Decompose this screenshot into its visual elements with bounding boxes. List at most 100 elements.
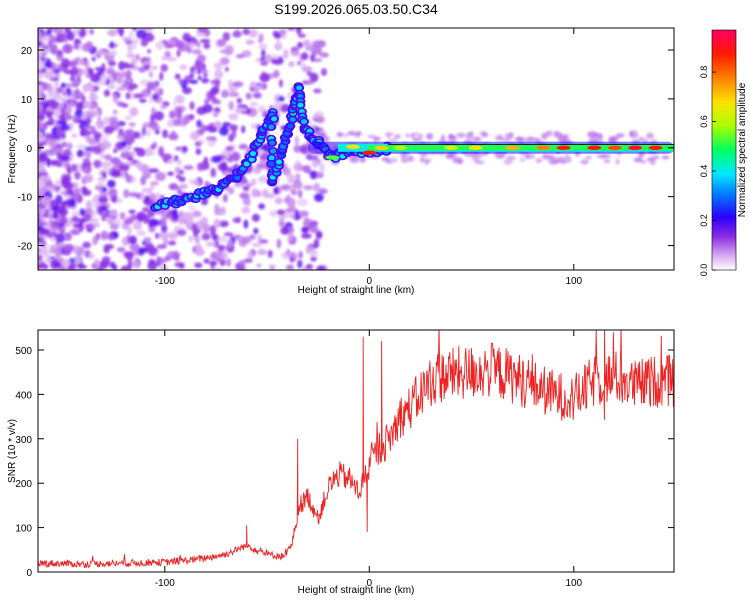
spectrogram-noise-blob (50, 227, 59, 233)
spectrogram-noise-blob (140, 39, 148, 47)
spectrogram-noise-blob (38, 114, 46, 121)
spectrogram-noise-blob (202, 223, 211, 234)
spectrogram-noise-blob (232, 217, 241, 224)
spectrogram-noise-blob (38, 160, 42, 171)
spectrogram-noise-blob (227, 186, 235, 195)
spectrogram-noise-blob (38, 121, 41, 129)
spectrogram-x-tick-label: -100 (155, 276, 175, 287)
spectrogram-noise-blob (245, 39, 255, 45)
spectrogram-noise-blob (304, 45, 316, 52)
spectrogram-noise-blob (228, 133, 235, 142)
spectrogram-noise-blob (426, 132, 434, 140)
spectrogram-noise-blob (181, 145, 188, 153)
spectrogram-noise-blob (220, 250, 228, 260)
spectrogram-noise-blob (146, 34, 155, 42)
spectrogram-noise-blob (412, 137, 422, 142)
spectrogram-noise-blob (251, 166, 262, 175)
spectrogram-noise-blob (204, 180, 209, 187)
spectrogram-noise-blob (284, 211, 290, 218)
spectrogram-noise-blob (165, 213, 172, 219)
spectrogram-noise-blob (232, 81, 244, 88)
spectrogram-noise-blob (158, 88, 164, 97)
snr-x-label: Height of straight line (km) (298, 585, 415, 596)
spectrogram-noise-blob (38, 72, 44, 80)
spectrogram-noise-blob (112, 109, 118, 115)
spectrogram-noise-blob (112, 264, 118, 270)
spectrogram-noise-blob (228, 91, 240, 97)
colorbar-ticks: 0.0 0.2 0.4 0.6 0.8 (699, 66, 716, 276)
spectrogram-noise-blob (56, 49, 64, 58)
spectrogram-noise-blob (192, 210, 202, 218)
spectrogram-noise-blob (116, 86, 127, 92)
spectrogram-noise-blob (85, 60, 90, 70)
spectrogram-noise-blob (92, 235, 98, 246)
spectrogram-noise-blob (122, 251, 134, 258)
spectrogram-noise-blob (203, 156, 209, 165)
spectrogram-noise-blob (248, 29, 258, 38)
spectrogram-noise-blob (203, 42, 211, 49)
spectrogram-noise-blob (241, 206, 251, 214)
spectrogram-noise-blob (166, 56, 178, 62)
spectrogram-y-tick-label: 10 (21, 95, 33, 106)
spectrogram-noise-blob (259, 239, 269, 244)
spectrogram-noise-blob (565, 157, 572, 163)
spectrogram-noise-blob (189, 42, 195, 50)
spectrogram-noise-blob (210, 252, 215, 260)
spectrogram-noise-blob (212, 267, 223, 270)
spectrogram-noise-blob (76, 150, 84, 158)
spectrogram-noise-blob (201, 233, 211, 241)
spectrogram-noise-blob (381, 156, 390, 162)
spectrogram-signal-core (275, 159, 282, 165)
spectrogram-noise-blob (587, 131, 598, 138)
spectrogram-noise-blob (38, 47, 45, 52)
spectrogram-noise-blob (172, 250, 180, 261)
spectrogram-noise-blob (302, 164, 311, 174)
spectrogram-noise-blob (128, 30, 134, 39)
spectrogram-noise-blob (210, 167, 217, 178)
spectrogram-noise-blob (242, 28, 251, 36)
spectrogram-noise-blob (189, 101, 195, 111)
spectrogram-noise-blob (388, 138, 399, 143)
spectrogram-noise-blob (250, 178, 257, 187)
spectrogram-noise-blob (128, 209, 136, 214)
colorbar-frame (711, 29, 737, 271)
spectrogram-noise-blob (218, 235, 228, 243)
spectrogram-noise-blob (116, 121, 126, 127)
spectrogram-noise-blob (120, 150, 131, 159)
spectrogram-noise-blob (220, 161, 228, 171)
spectrogram-noise-blob (208, 123, 215, 133)
spectrogram-noise-blob (251, 188, 259, 198)
spectrogram-noise-blob (40, 175, 51, 182)
snr-y-tick-label: 300 (15, 435, 32, 446)
spectrogram-noise-blob (319, 52, 330, 58)
spectrogram-noise-blob (44, 70, 54, 80)
spectrogram-noise-blob (300, 52, 309, 61)
spectrogram-noise-blob (305, 263, 314, 270)
spectrogram-noise-blob (119, 28, 124, 37)
spectrogram-noise-blob (297, 33, 306, 39)
spectrogram-noise-blob (209, 260, 218, 266)
spectrogram-noise-blob (317, 132, 325, 136)
spectrogram-noise-blob (243, 258, 253, 263)
spectrogram-noise-blob (189, 205, 196, 212)
spectrogram-noise-blob (191, 223, 198, 234)
spectrogram-noise-blob (43, 133, 55, 138)
spectrogram-noise-blob (69, 228, 81, 236)
spectrogram-noise-blob (258, 105, 266, 113)
spectrogram-noise-blob (148, 227, 156, 233)
spectrogram-noise-blob (43, 110, 55, 116)
spectrogram-noise-blob (101, 256, 111, 263)
spectrogram-noise-blob (508, 132, 514, 139)
spectrogram-noise-blob (100, 230, 109, 241)
spectrogram-noise-blob (448, 133, 454, 140)
spectrogram-noise-blob (60, 215, 68, 225)
spectrogram-noise-blob (419, 156, 425, 163)
spectrogram-noise-blob (196, 41, 201, 48)
spectrogram-noise-blob (188, 235, 193, 243)
spectrogram-noise-blob (148, 70, 153, 78)
spectrogram-noise-blob (203, 98, 210, 105)
spectrogram-noise-blob (286, 248, 291, 256)
spectrogram-noise-blob (62, 43, 73, 54)
spectrogram-noise-blob (38, 207, 44, 213)
